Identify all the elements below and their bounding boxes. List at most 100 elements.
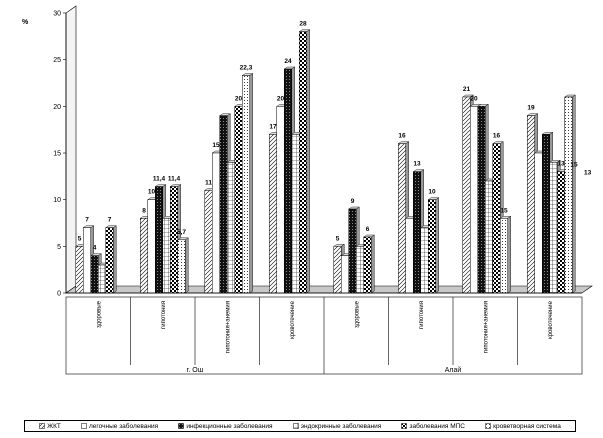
data-label: 7 <box>108 217 112 224</box>
bar <box>557 171 565 294</box>
legend-label: инфекционные заболевания <box>186 422 273 430</box>
bar <box>162 218 171 294</box>
data-label: 15 <box>570 162 578 169</box>
bar <box>428 199 436 294</box>
bar-side <box>249 73 253 294</box>
bar <box>90 255 99 294</box>
bar <box>333 246 342 294</box>
bar <box>291 134 300 294</box>
legend-swatch <box>178 423 185 429</box>
data-label: 7 <box>85 217 89 224</box>
data-label: 24 <box>284 58 292 65</box>
data-label: 22,3 <box>240 65 253 72</box>
bar-side <box>572 94 576 294</box>
bar <box>341 255 349 294</box>
bar-side <box>371 234 375 294</box>
data-label: 15 <box>500 207 508 214</box>
y-tick-label: 15 <box>53 151 61 158</box>
group-label: г. Ош <box>187 367 204 374</box>
legend-label: легочные заболевания <box>89 422 159 430</box>
data-label: 20 <box>277 95 285 102</box>
bar <box>212 152 220 294</box>
bar <box>98 264 106 294</box>
category-label: гипотония+анемия <box>225 301 231 353</box>
bar <box>542 134 550 294</box>
bar-side <box>435 197 439 294</box>
bar-side <box>113 225 117 294</box>
y-tick-label: 0 <box>57 291 61 298</box>
legend-item: кроветворная система <box>485 423 561 430</box>
bar <box>485 180 493 294</box>
data-label: 10 <box>428 189 436 196</box>
bar <box>492 143 501 294</box>
y-axis-unit: % <box>22 19 29 26</box>
legend-swatch <box>401 423 408 429</box>
data-label: 16 <box>493 133 501 140</box>
y-tick-label: 10 <box>53 197 61 204</box>
y-tick-label: 20 <box>53 104 61 111</box>
legend-label: заболевания МПС <box>409 422 465 430</box>
legend-swatch <box>485 423 491 429</box>
data-label: 8 <box>142 207 146 214</box>
bar <box>462 96 471 294</box>
bar <box>75 246 84 294</box>
bar <box>534 152 543 294</box>
bar <box>227 162 235 294</box>
bar <box>420 227 429 294</box>
data-label: 20 <box>470 95 478 102</box>
bar <box>177 239 186 294</box>
bar <box>549 162 558 294</box>
data-label: 10 <box>148 189 156 196</box>
bar <box>83 227 91 294</box>
bar <box>363 236 372 294</box>
group-label: Алай <box>445 366 462 374</box>
bar <box>500 218 508 294</box>
y-tick-label: 25 <box>53 57 61 64</box>
side-wall <box>65 5 77 294</box>
bar <box>242 75 250 294</box>
bar-side <box>507 215 511 294</box>
legend-item: инфекционные заболевания <box>178 422 273 430</box>
bar <box>234 106 243 294</box>
bar <box>284 68 292 294</box>
bar <box>269 134 277 294</box>
category-label: кровотечение <box>548 300 554 339</box>
bar <box>398 143 406 294</box>
bar <box>155 186 163 294</box>
bar <box>564 96 573 294</box>
data-label: 13 <box>584 170 592 177</box>
category-label: здоровые <box>96 300 102 328</box>
legend-label: эндокринные заболевания <box>300 422 382 430</box>
data-label: 9 <box>351 198 355 205</box>
data-label: 4 <box>93 245 97 252</box>
legend: ЖКТ легочные заболевания инфекционные забо… <box>24 420 576 432</box>
bar <box>477 106 486 294</box>
category-label: гипотония+анемия <box>483 301 489 353</box>
data-label: 19 <box>527 105 535 112</box>
data-label: 28 <box>299 21 307 28</box>
bar <box>219 115 228 294</box>
y-tick-label: 30 <box>53 11 61 18</box>
bar <box>348 208 357 294</box>
bar <box>299 31 307 294</box>
legend-item: ЖКТ <box>39 423 61 430</box>
legend-swatch <box>81 423 87 429</box>
legend-label: кроветворная система <box>493 422 561 430</box>
category-label: здоровые <box>354 300 360 328</box>
data-label: 15 <box>212 142 220 149</box>
data-label: 13 <box>413 161 421 168</box>
bar-side <box>185 237 189 294</box>
bar-side <box>306 29 310 294</box>
legend-item: эндокринные заболевания <box>292 422 382 430</box>
legend-item: заболевания МПС <box>401 423 465 430</box>
data-label: 11,4 <box>153 176 166 183</box>
bar <box>276 106 285 294</box>
data-label: 5,7 <box>177 229 186 236</box>
bar <box>105 227 114 294</box>
data-label: 6 <box>366 226 370 233</box>
legend-swatch <box>292 423 299 429</box>
category-label: кровотечение <box>290 300 296 339</box>
data-label: 16 <box>398 133 406 140</box>
legend-label: ЖКТ <box>47 422 61 430</box>
